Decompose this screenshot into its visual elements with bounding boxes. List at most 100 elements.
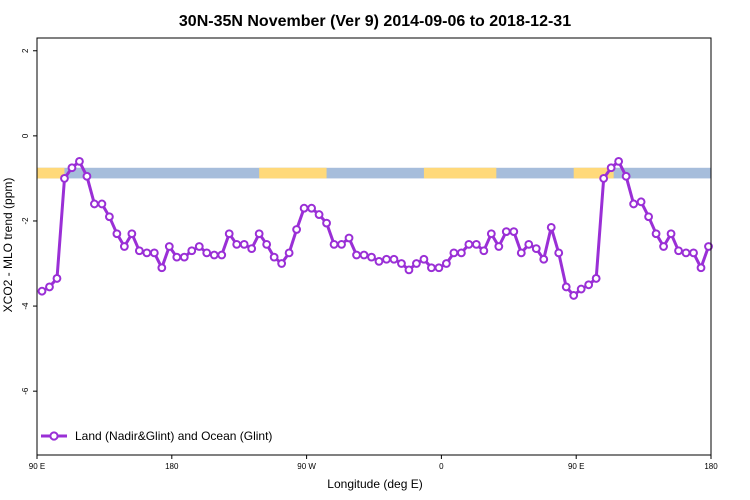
legend-label: Land (Nadir&Glint) and Ocean (Glint) (75, 429, 272, 443)
y-tick-label: -4 (21, 302, 30, 310)
data-point (449, 248, 459, 258)
data-point (157, 263, 167, 273)
data-point (329, 239, 339, 249)
data-point (239, 239, 249, 249)
data-point (696, 263, 706, 273)
data-point (606, 163, 616, 173)
data-point (659, 242, 668, 251)
x-tick-label: 90 W (297, 462, 316, 471)
y-tick-label: 0 (21, 133, 30, 138)
data-point (486, 229, 496, 239)
data-point (412, 259, 421, 268)
ocean-band (37, 167, 711, 179)
plot-frame (36, 37, 712, 456)
data-point (524, 239, 534, 249)
data-point (674, 246, 683, 256)
data-point (471, 239, 481, 249)
chart-title: 30N-35N November (Ver 9) 2014-09-06 to 2… (179, 13, 571, 30)
data-point (60, 174, 69, 183)
data-point (262, 239, 272, 249)
data-point (546, 222, 556, 232)
x-tick-label: 90 E (568, 462, 584, 471)
data-point (307, 203, 316, 213)
data-point (621, 171, 631, 181)
data-point (337, 239, 346, 249)
data-point (142, 248, 152, 258)
data-point (97, 199, 107, 209)
land-band-segment (259, 167, 327, 179)
data-point (651, 229, 661, 239)
data-point (202, 248, 212, 258)
data-point (37, 286, 47, 296)
data-point (134, 246, 144, 256)
data-point (119, 242, 129, 251)
series-layer (37, 156, 713, 300)
data-point (232, 239, 242, 249)
y-tick-label: -6 (21, 387, 30, 395)
data-point (52, 274, 62, 283)
data-point (314, 210, 324, 219)
data-point (277, 259, 287, 268)
y-axis: 2 0 -2 -4 -6 (21, 48, 37, 395)
data-point (389, 254, 399, 264)
data-point (397, 259, 406, 268)
data-point (479, 246, 489, 256)
data-point (284, 248, 294, 258)
data-point (224, 229, 234, 239)
data-point (269, 252, 279, 262)
data-point (164, 242, 174, 251)
data-point (75, 156, 84, 166)
data-point (112, 229, 122, 239)
data-point (456, 248, 466, 258)
data-point (194, 242, 204, 251)
series-line (41, 159, 710, 297)
data-point (104, 212, 114, 222)
data-point (90, 199, 99, 209)
y-tick-label: 2 (21, 48, 30, 53)
data-point (516, 248, 526, 258)
data-point (149, 248, 159, 258)
data-point (636, 197, 646, 207)
data-point (441, 259, 451, 268)
data-point (539, 254, 549, 264)
x-tick-label: 180 (165, 462, 179, 471)
data-point (344, 233, 354, 243)
data-point (374, 256, 384, 266)
land-band-segment (37, 167, 65, 179)
data-point (67, 163, 77, 173)
data-point (209, 250, 219, 260)
data-point (629, 199, 639, 209)
data-point (531, 244, 541, 254)
data-point (254, 229, 264, 239)
data-point (614, 156, 624, 166)
data-point (299, 203, 309, 213)
data-point (404, 265, 414, 275)
x-axis-label: Longitude (deg E) (327, 477, 422, 491)
data-point (554, 248, 564, 258)
data-point (464, 239, 474, 249)
data-point (644, 212, 653, 222)
legend-marker-swatch (49, 431, 59, 441)
data-point (359, 250, 369, 260)
data-point (584, 280, 594, 290)
data-point (127, 229, 137, 239)
data-point (187, 246, 197, 256)
data-point (247, 244, 257, 254)
land-band-segment (573, 167, 614, 179)
data-point (292, 225, 302, 234)
x-tick-label: 180 (704, 462, 718, 471)
data-point (494, 242, 504, 251)
data-point (681, 248, 691, 258)
y-tick-label: -2 (21, 217, 30, 225)
legend: Land (Nadir&Glint) and Ocean (Glint) (41, 429, 272, 443)
data-point (322, 218, 331, 228)
data-point (576, 284, 586, 294)
x-axis: 90 E 180 90 W 0 90 E 180 (29, 455, 718, 471)
data-point (45, 282, 54, 292)
data-point (599, 174, 609, 183)
data-point (172, 252, 182, 262)
data-point (501, 227, 511, 237)
data-point (382, 254, 391, 264)
data-point (82, 171, 92, 181)
